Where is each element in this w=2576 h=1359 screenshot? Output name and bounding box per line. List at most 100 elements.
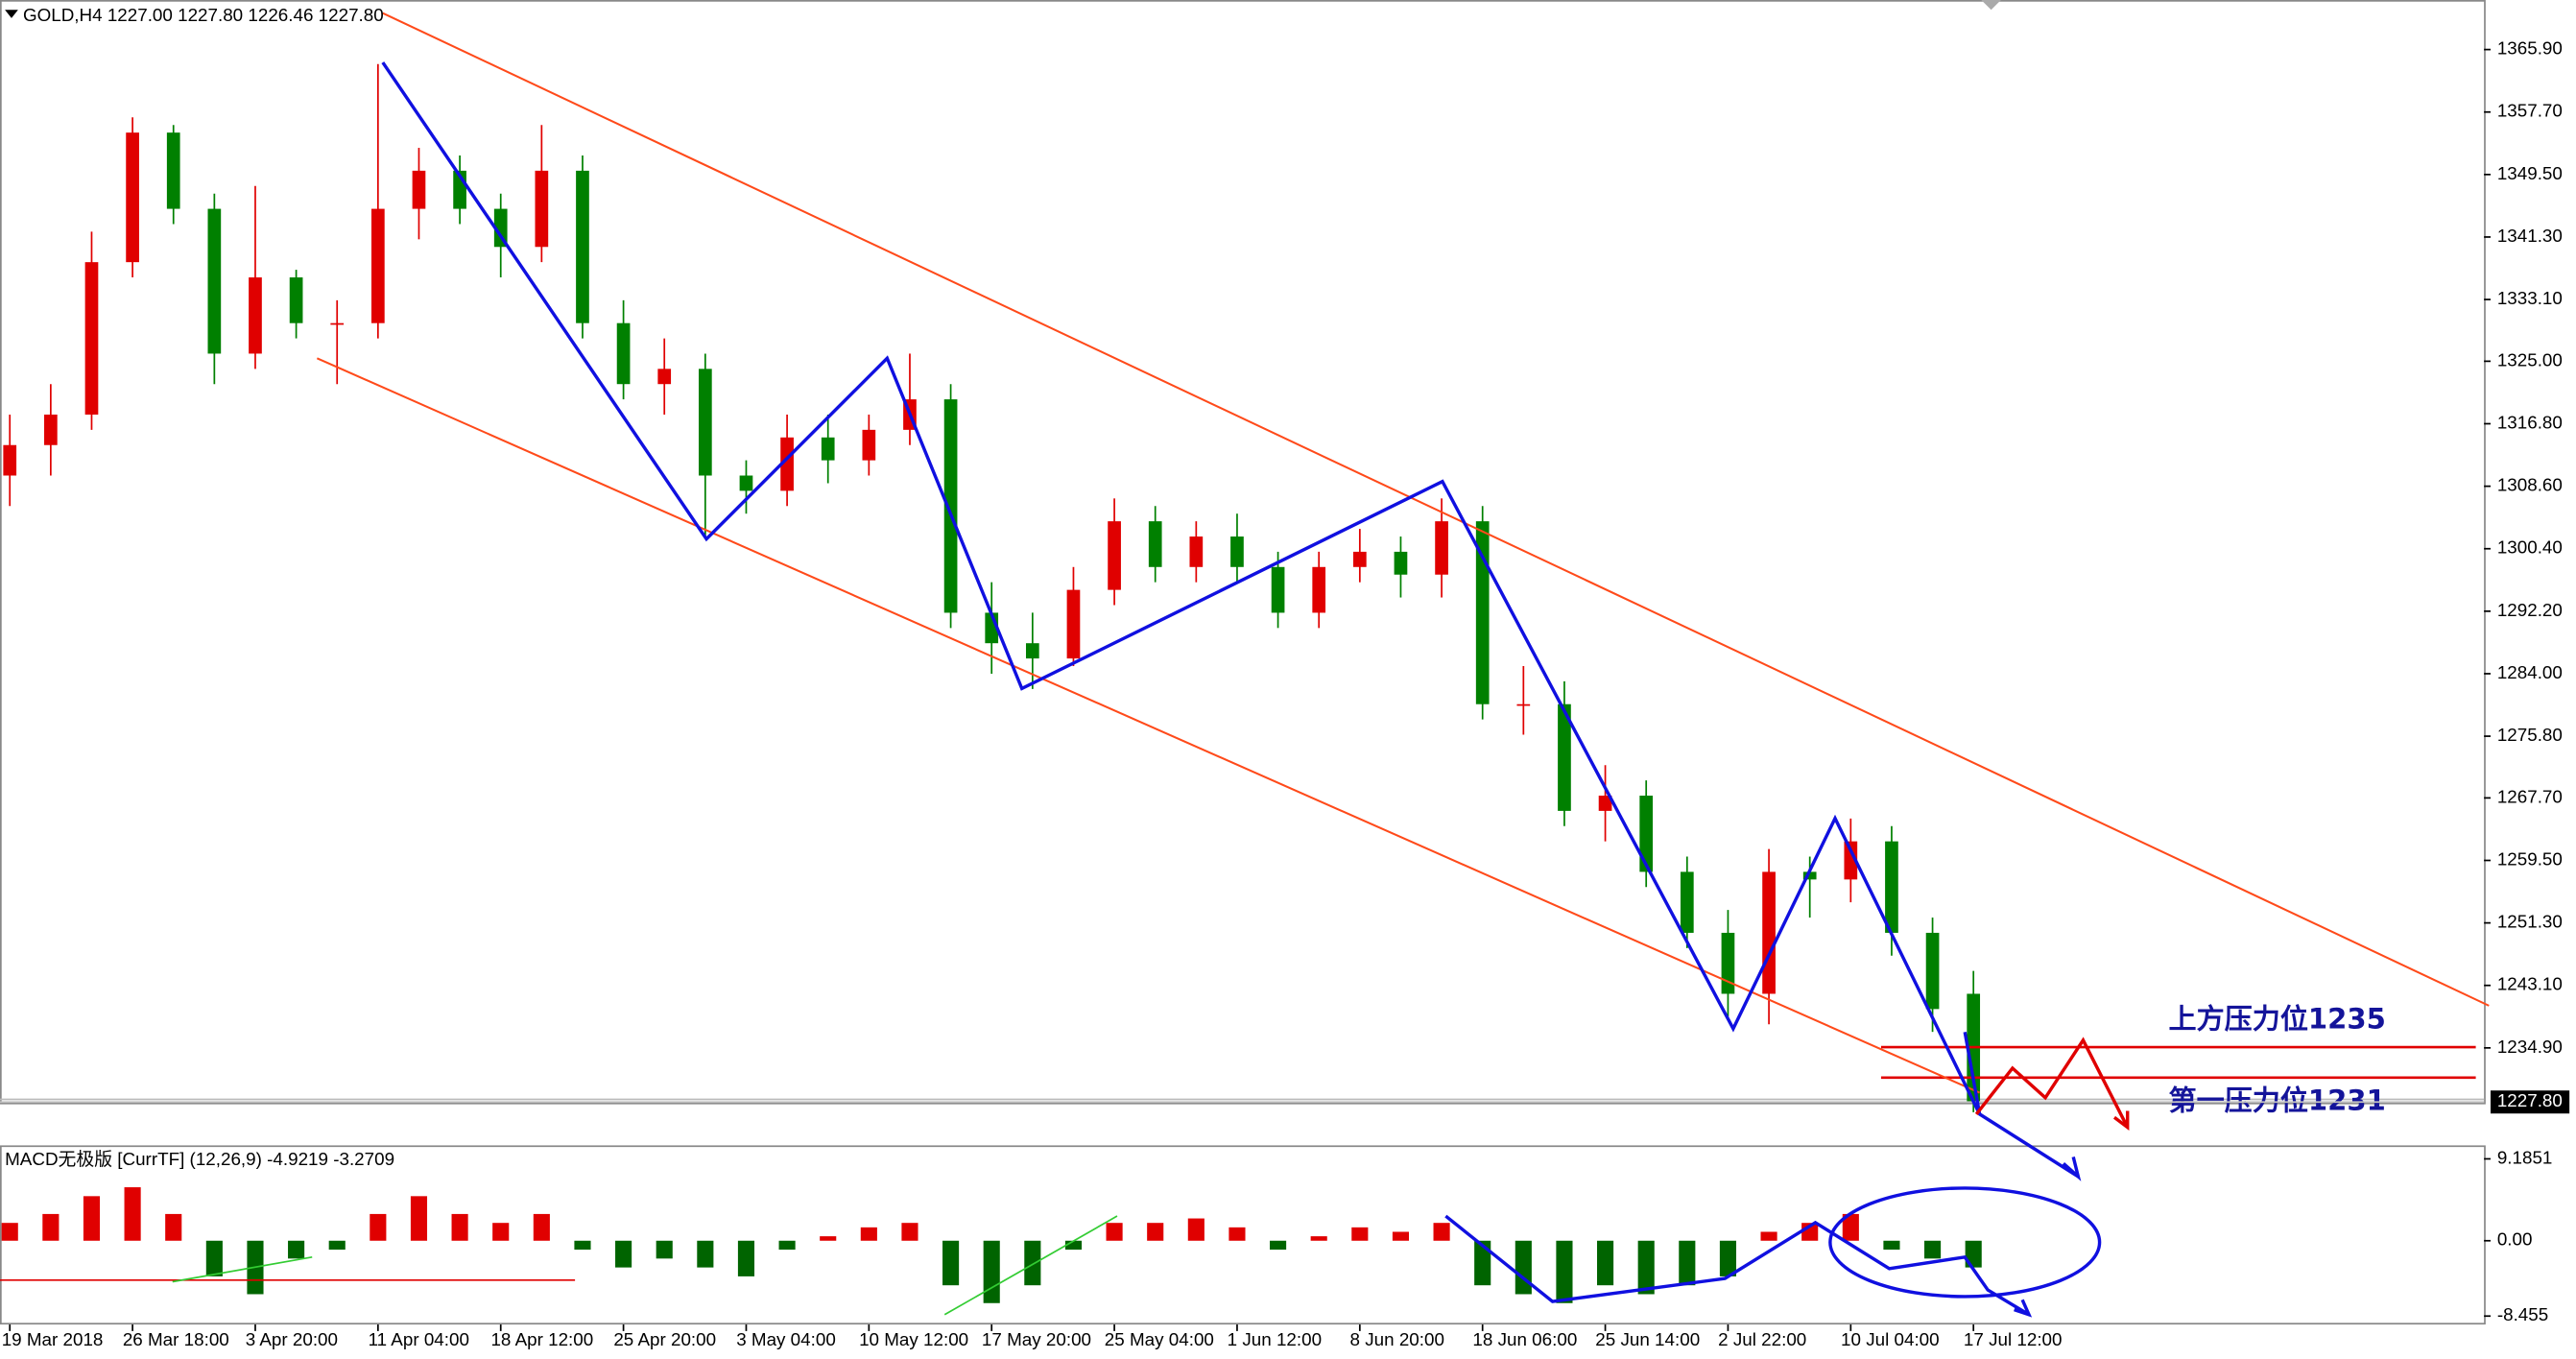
y-tick-label: 1349.50	[2497, 163, 2563, 183]
channel-upper	[382, 12, 2490, 1007]
x-tick-label: 8 Jun 20:00	[1350, 1329, 1444, 1349]
macd-bar	[83, 1196, 101, 1241]
candle-body	[493, 208, 508, 248]
y-tick-label: 1316.80	[2497, 412, 2563, 432]
candle-body	[1680, 871, 1694, 933]
macd-bar	[1228, 1227, 1246, 1241]
macd-bar	[492, 1223, 510, 1241]
candle-body	[616, 322, 631, 385]
scroll-marker[interactable]	[1981, 0, 2001, 11]
macd-bar	[288, 1240, 305, 1259]
plot-area: 1365.90 1357.70 1349.50 1341.30 1333.10 1325.…	[0, 38, 2570, 1349]
macd-bar	[533, 1213, 550, 1241]
candle-body	[1558, 703, 1571, 811]
resistance-label: 上方压力位1235	[2168, 1003, 2385, 1036]
candle-body	[739, 475, 753, 491]
candle-body	[84, 262, 99, 415]
candle-body	[1025, 643, 1039, 659]
candle-body	[44, 414, 58, 445]
x-tick-label: 18 Apr 12:00	[490, 1329, 593, 1349]
macd-bar	[1597, 1240, 1614, 1286]
candle-body	[1271, 566, 1285, 613]
candle-body	[1394, 551, 1408, 575]
candle-body	[126, 132, 139, 263]
x-tick-label: 11 Apr 04:00	[369, 1329, 469, 1349]
candle-body	[780, 437, 794, 491]
candle-body	[166, 132, 180, 209]
x-tick-label: 10 Jul 04:00	[1841, 1329, 1940, 1349]
macd-bar	[1719, 1240, 1737, 1276]
chart-title: GOLD,H4 1227.00 1227.80 1226.46 1227.80	[23, 5, 384, 25]
candle-body	[371, 208, 385, 323]
x-tick-label: 2 Jul 22:00	[1718, 1329, 1806, 1349]
y-tick-label: 1308.60	[2497, 475, 2563, 495]
x-tick-label: 1 Jun 12:00	[1228, 1329, 1322, 1349]
candle-body	[657, 369, 672, 385]
macd-bar	[1270, 1240, 1287, 1251]
candle-body	[412, 170, 426, 209]
macd-bar	[1842, 1213, 1859, 1241]
macd-title: MACD无极版 [CurrTF] (12,26,9) -4.9219 -3.27…	[5, 1149, 394, 1169]
macd-bar	[574, 1240, 591, 1251]
zigzag	[381, 61, 2080, 1179]
candle-body	[1639, 796, 1654, 872]
candle-body	[1925, 932, 1940, 1010]
candle-body	[1148, 521, 1162, 567]
candle-body	[249, 277, 262, 354]
candle-body	[3, 444, 17, 476]
candle-body	[1844, 841, 1858, 880]
macd-bar	[1106, 1223, 1123, 1241]
y-tick-label: 1325.00	[2497, 349, 2563, 370]
macd-divergence	[943, 1215, 1118, 1316]
macd-panel	[0, 1145, 2486, 1325]
y-tick-label: 1243.10	[2497, 974, 2563, 994]
macd-y-tick-label: 0.00	[2497, 1229, 2533, 1250]
macd-divergence	[172, 1255, 313, 1283]
macd-bar	[1, 1223, 18, 1241]
candle-body	[1435, 521, 1448, 575]
macd-bar	[328, 1240, 346, 1251]
x-tick-label: 25 May 04:00	[1105, 1329, 1214, 1349]
y-tick-label: 1365.90	[2497, 38, 2563, 59]
x-tick-label: 26 Mar 18:00	[123, 1329, 229, 1349]
macd-ellipse	[1828, 1186, 2102, 1299]
macd-bar	[1310, 1236, 1327, 1241]
macd-bar	[860, 1227, 877, 1241]
macd-bar	[697, 1240, 714, 1268]
candle-body	[576, 170, 589, 323]
y-tick-label: 1234.90	[2497, 1037, 2563, 1057]
y-tick-label: 1267.70	[2497, 786, 2563, 806]
candle-body	[1475, 521, 1490, 704]
x-tick-label: 10 May 12:00	[859, 1329, 968, 1349]
x-tick-label: 3 May 04:00	[736, 1329, 836, 1349]
menu-triangle[interactable]	[5, 10, 18, 18]
macd-bar	[1883, 1240, 1900, 1251]
candle-body	[862, 429, 876, 461]
macd-bar	[942, 1240, 960, 1286]
candle-body	[1108, 521, 1121, 590]
candle-body	[1312, 566, 1326, 613]
candle-body	[1885, 841, 1898, 933]
candle-body	[1721, 932, 1735, 994]
x-tick-label: 17 May 20:00	[982, 1329, 1091, 1349]
candle-body	[698, 369, 712, 476]
macd-y-tick-label: -8.455	[2497, 1304, 2548, 1324]
macd-bar	[1433, 1223, 1450, 1241]
macd-bar	[1556, 1240, 1573, 1303]
y-tick-label: 1357.70	[2497, 101, 2563, 121]
candle-body	[1352, 551, 1367, 567]
macd-bar	[410, 1196, 428, 1241]
candle-body	[821, 437, 835, 461]
y-tick-label: 1251.30	[2497, 912, 2563, 932]
macd-y-tick-label: 9.1851	[2497, 1147, 2553, 1167]
macd-bar	[124, 1187, 141, 1241]
macd-bar	[901, 1223, 918, 1241]
y-tick-label: 1341.30	[2497, 226, 2563, 246]
candle-body	[1516, 703, 1531, 706]
y-tick-label: 1333.10	[2497, 288, 2563, 308]
candle-body	[289, 277, 303, 323]
candle-body	[207, 208, 222, 354]
